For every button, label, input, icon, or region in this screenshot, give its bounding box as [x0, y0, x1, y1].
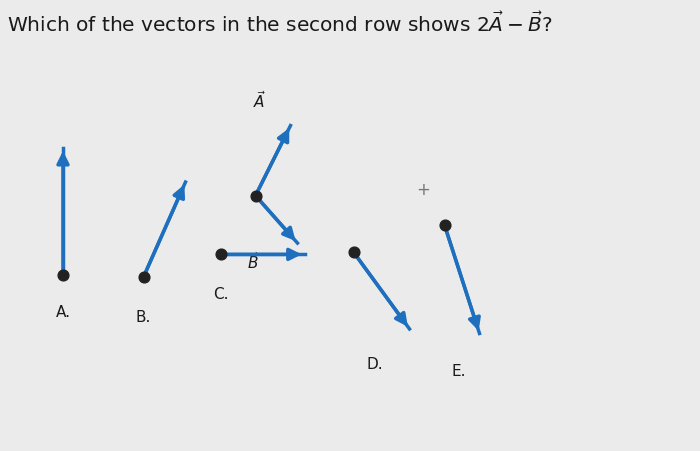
- Point: [439, 222, 450, 229]
- Text: $\vec{B}$: $\vec{B}$: [246, 250, 259, 271]
- Text: +: +: [416, 180, 430, 198]
- Text: D.: D.: [366, 356, 383, 371]
- Text: E.: E.: [452, 363, 466, 378]
- Point: [348, 249, 359, 256]
- Text: B.: B.: [136, 309, 151, 324]
- Text: C.: C.: [213, 286, 228, 301]
- Point: [57, 272, 69, 279]
- Point: [250, 193, 261, 200]
- Point: [138, 274, 149, 281]
- Text: A.: A.: [55, 304, 71, 319]
- Point: [250, 193, 261, 200]
- Text: $\vec{A}$: $\vec{A}$: [253, 90, 266, 110]
- Point: [215, 251, 226, 258]
- Text: Which of the vectors in the second row shows $2\vec{A}- \vec{B}$?: Which of the vectors in the second row s…: [7, 11, 552, 36]
